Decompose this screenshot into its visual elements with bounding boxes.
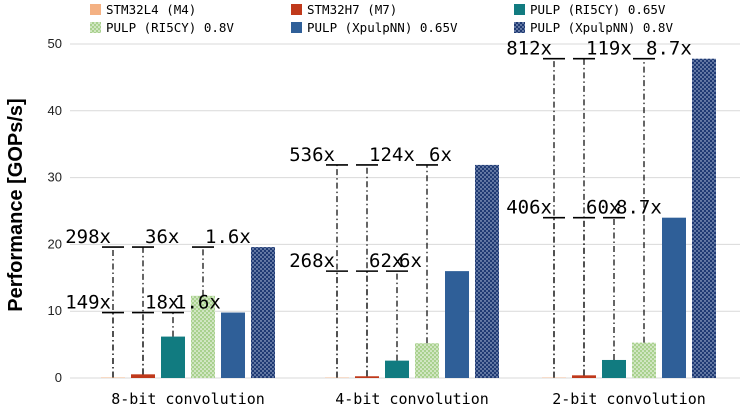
speedup-label: 406x (506, 197, 552, 219)
speedup-label: 62x (369, 250, 403, 272)
grid (70, 43, 740, 379)
bar (355, 376, 379, 378)
legend-swatch (90, 4, 101, 15)
bar (191, 295, 215, 378)
legend-swatch (514, 22, 525, 33)
speedup-label: 18x (145, 292, 179, 314)
bars (101, 58, 716, 379)
bar (131, 374, 155, 378)
speedup-label: 268x (289, 250, 335, 272)
bar (251, 247, 275, 378)
speedup-label: 149x (65, 292, 111, 314)
category-label: 4-bit convolution (335, 390, 489, 408)
y-tick-label: 30 (48, 170, 62, 185)
y-axis-label: Performance [GOPs/s] (5, 98, 27, 311)
legend-label: STM32L4 (M4) (106, 2, 196, 17)
speedup-label: 119x (586, 38, 632, 60)
bar (572, 375, 596, 378)
bar (602, 359, 626, 378)
speedup-label: 8.7x (616, 197, 662, 219)
bar (632, 342, 656, 378)
speedup-label: 812x (506, 38, 552, 60)
speedup-label: 8.7x (646, 38, 692, 60)
y-tick-label: 10 (48, 303, 62, 318)
category-label: 2-bit convolution (552, 390, 706, 408)
bar (692, 58, 716, 379)
legend-label: PULP (XpulpNN) 0.65V (307, 20, 458, 35)
legend: STM32L4 (M4) STM32H7 (M7) PULP (RI5CY) 0.6… (90, 2, 673, 35)
speedup-label: 1.6x (175, 292, 221, 314)
category-labels: 8-bit convolution 4-bit convolution 2-bit … (111, 390, 706, 408)
y-tick-label: 20 (48, 236, 62, 251)
speedup-label: 6x (429, 144, 452, 166)
legend-swatch (291, 22, 302, 33)
bar (385, 360, 409, 378)
bar (415, 343, 439, 378)
speedup-label: 124x (369, 144, 415, 166)
y-tick-label: 50 (48, 36, 62, 51)
bar (475, 164, 499, 378)
bar (662, 217, 686, 378)
category-label: 8-bit convolution (111, 390, 265, 408)
speedup-label: 298x (65, 226, 111, 248)
legend-swatch (90, 22, 101, 33)
y-tick-label: 40 (48, 103, 62, 118)
y-tick-label: 0 (55, 370, 62, 385)
legend-swatch (291, 4, 302, 15)
speedup-label: 1.6x (205, 226, 251, 248)
bar (445, 271, 469, 378)
legend-label: PULP (RI5CY) 0.8V (106, 20, 234, 35)
legend-label: PULP (RI5CY) 0.65V (530, 2, 666, 17)
y-axis-ticks: 0 10 20 30 40 50 (48, 36, 62, 385)
speedup-label: 536x (289, 144, 335, 166)
legend-label: STM32H7 (M7) (307, 2, 397, 17)
speedup-label: 36x (145, 226, 179, 248)
bar (221, 312, 245, 378)
speedup-label: 6x (399, 250, 422, 272)
speedup-label: 60x (586, 197, 620, 219)
legend-label: PULP (XpulpNN) 0.8V (530, 20, 673, 35)
legend-swatch (514, 4, 525, 15)
bar (161, 336, 185, 378)
